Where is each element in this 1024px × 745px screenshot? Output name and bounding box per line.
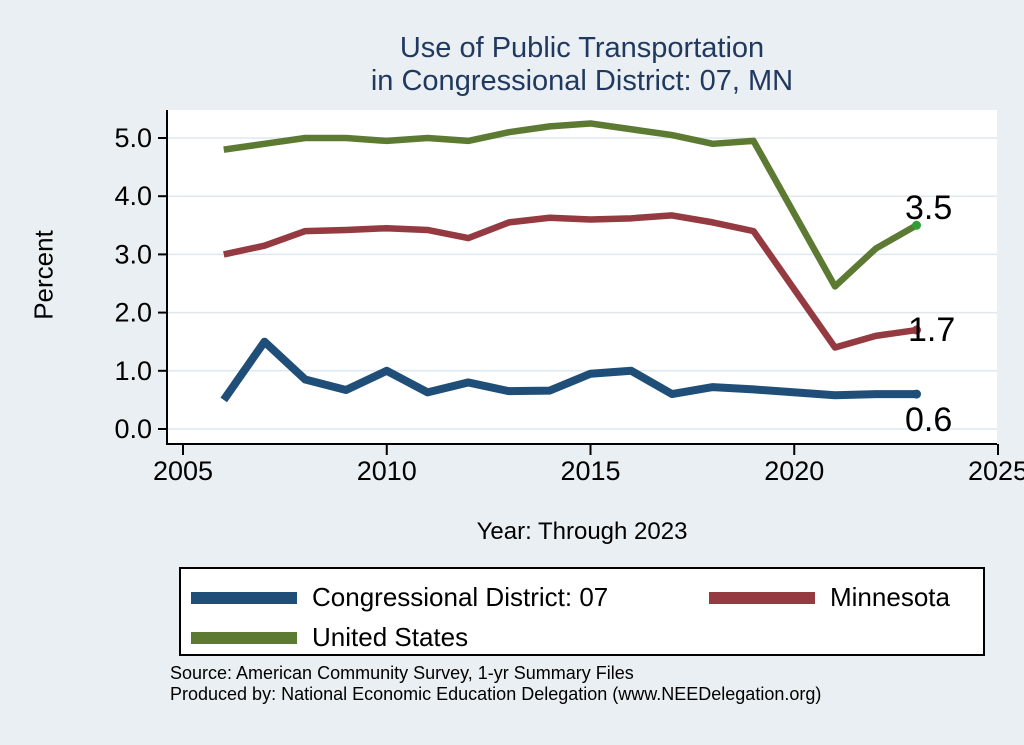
chart-title-line1: Use of Public Transportation <box>399 32 765 64</box>
plot-background <box>168 110 997 444</box>
end-label-united-states: 3.5 <box>905 189 953 227</box>
produced-by-note: Produced by: National Economic Education… <box>170 684 822 704</box>
chart-title: Use of Public Transportation in Congress… <box>167 32 997 98</box>
end-label-minnesota: 1.7 <box>908 311 956 349</box>
x-tick-label: 2020 <box>764 456 824 486</box>
end-marker-minnesota <box>912 325 921 335</box>
chart-title-line2: in Congressional District: 07, MN <box>370 65 794 97</box>
y-tick-label: 4.0 <box>114 181 152 211</box>
y-tick-label: 1.0 <box>114 356 152 386</box>
legend-swatch-minnesota <box>709 591 815 604</box>
end-marker-united-states <box>912 220 921 230</box>
footer-notes: Source: American Community Survey, 1-yr … <box>170 663 821 705</box>
legend-item-congressional-district-07: Congressional District: 07 <box>191 582 608 613</box>
y-tick-label: 5.0 <box>114 123 152 153</box>
x-axis-title: Year: Through 2023 <box>476 518 688 545</box>
end-label-congressional-district-07: 0.6 <box>905 401 953 439</box>
legend-swatch-congressional-district-07 <box>191 591 297 604</box>
legend-label-minnesota: Minnesota <box>830 582 950 612</box>
x-tick-label: 2010 <box>357 456 417 486</box>
legend-label-congressional-district-07: Congressional District: 07 <box>312 582 609 612</box>
y-tick-label: 0.0 <box>114 414 152 444</box>
legend-label-united-states: United States <box>312 622 469 652</box>
legend-item-united-states: United States <box>191 622 468 653</box>
x-tick-label: 2015 <box>560 456 620 486</box>
plot-area: 0.0 1.0 2.0 3.0 4.0 5.0 2005 2010 2015 2020 2025 <box>114 110 1024 486</box>
y-tick-label: 2.0 <box>114 298 152 328</box>
series-line-united-states <box>223 120 919 290</box>
legend-item-minnesota: Minnesota <box>709 582 950 613</box>
end-marker-congressional-district-07 <box>912 389 921 399</box>
legend-swatch-united-states <box>191 631 297 644</box>
y-axis-title: Percent <box>28 230 59 320</box>
series-line-minnesota <box>223 212 917 351</box>
y-tick-label: 3.0 <box>114 239 152 269</box>
source-note: Source: American Community Survey, 1-yr … <box>170 663 634 683</box>
x-tick-label: 2025 <box>968 456 1024 486</box>
x-tick-label: 2005 <box>153 456 213 486</box>
legend: Congressional District: 07 Minnesota Uni… <box>179 567 985 656</box>
series-line-congressional-district-07 <box>220 337 917 403</box>
